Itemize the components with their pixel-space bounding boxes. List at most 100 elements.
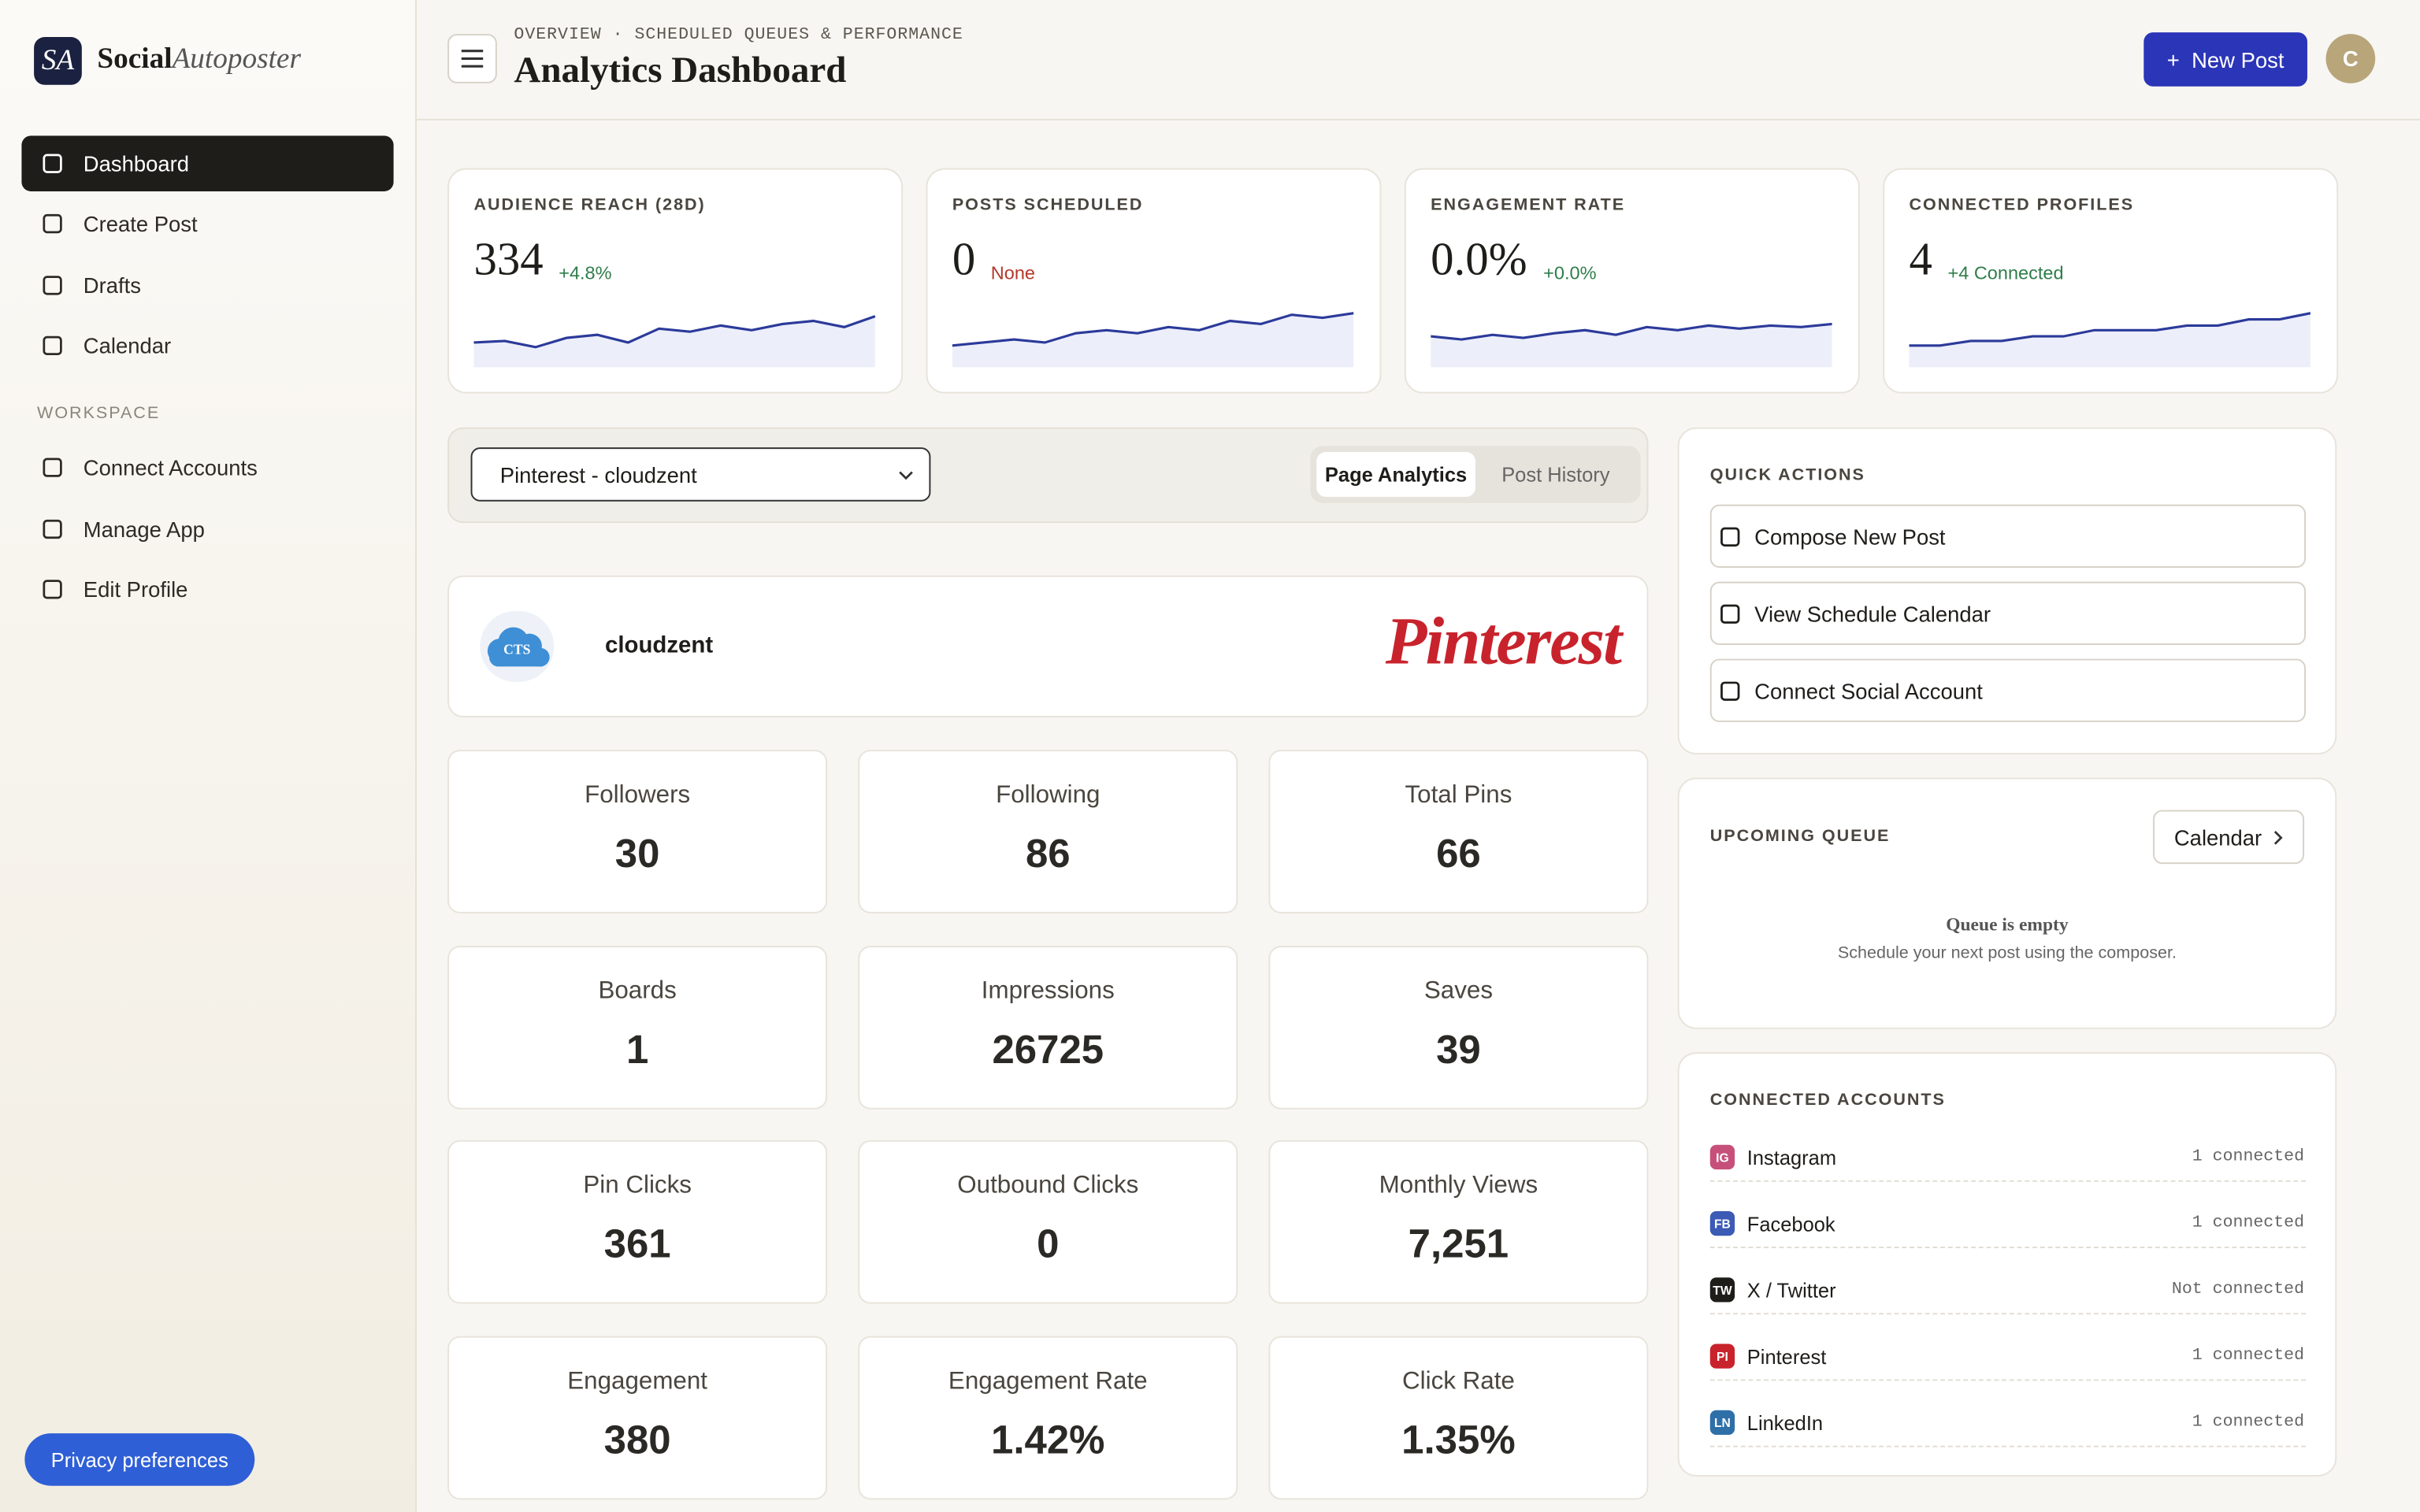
sparkline — [1431, 309, 1833, 374]
avatar-text: CTS — [503, 642, 531, 658]
kpi-label: CONNECTED PROFILES — [1909, 195, 2135, 215]
metric-label: Total Pins — [1405, 782, 1512, 809]
profile-avatar: CTS — [480, 610, 555, 682]
metric-card — [858, 945, 1238, 1109]
metric-label: Impressions — [981, 977, 1115, 1004]
account-status: 1 connected — [2192, 1214, 2305, 1233]
nav-text: Calendar — [83, 333, 172, 358]
kpi-value: 0 — [952, 234, 976, 286]
section-label: WORKSPACE — [37, 404, 161, 423]
divider — [1709, 1180, 2307, 1182]
kpi-label: ENGAGEMENT RATE — [1431, 195, 1626, 215]
metric-card — [447, 945, 828, 1109]
metric-card — [1268, 945, 1649, 1109]
metric-value: 26725 — [992, 1025, 1104, 1072]
account-select[interactable]: Pinterest - cloudzent — [470, 447, 931, 502]
nav-item[interactable]: Dashboard — [21, 135, 394, 191]
nav-item[interactable]: Manage App — [21, 502, 393, 558]
sidebar — [0, 0, 417, 1512]
nav-text: Edit Profile — [83, 576, 188, 602]
menu-button[interactable] — [447, 34, 497, 83]
nav-text: Connect Accounts — [83, 454, 258, 480]
action-text: View Schedule Calendar — [1754, 601, 1991, 626]
account-name: Instagram — [1746, 1146, 1837, 1170]
nav-text: Dashboard — [83, 151, 190, 176]
kpi-delta: +4 Connected — [1947, 262, 2064, 284]
card-title: CONNECTED ACCOUNTS — [1709, 1091, 1946, 1110]
nav-item[interactable]: Drafts — [21, 258, 393, 313]
metric-value: 7,251 — [1408, 1220, 1509, 1267]
metric-label: Engagement Rate — [948, 1367, 1148, 1395]
action-button[interactable]: Compose New Post — [1709, 504, 2307, 568]
avatar[interactable]: C — [2325, 34, 2376, 83]
action-text: Compose New Post — [1754, 524, 1946, 549]
nav-item[interactable]: Create Post — [21, 196, 393, 252]
nav-text: Drafts — [83, 272, 141, 298]
metric-label: Following — [996, 782, 1101, 809]
metric-value: 0 — [1037, 1220, 1060, 1267]
tab[interactable]: Post History — [1501, 462, 1610, 487]
sparkline — [473, 309, 876, 374]
divider — [1709, 1379, 2307, 1381]
metric-card — [1268, 1140, 1649, 1304]
action-button[interactable]: View Schedule Calendar — [1709, 581, 2307, 645]
kpi-delta: +4.8% — [559, 262, 612, 284]
metric-label: Engagement — [567, 1367, 708, 1395]
nav-text: Create Post — [83, 211, 198, 236]
sparkline — [1909, 309, 2312, 374]
kpi-label: AUDIENCE REACH (28D) — [473, 195, 706, 215]
metric-label: Outbound Clicks — [957, 1172, 1139, 1199]
kpi-label: POSTS SCHEDULED — [952, 195, 1144, 215]
account-badge: TW — [1709, 1277, 1735, 1303]
kpi-value: 0.0% — [1431, 234, 1527, 286]
nav-item[interactable]: Connect Accounts — [21, 439, 393, 495]
account-badge: IG — [1709, 1144, 1735, 1170]
brand-name: SocialAutoposter — [97, 43, 301, 77]
metric-label: Pin Clicks — [583, 1172, 692, 1199]
account-status: 1 connected — [2192, 1347, 2305, 1366]
divider — [1709, 1445, 2307, 1447]
nav-item[interactable]: Edit Profile — [21, 561, 393, 617]
privacy-button[interactable]: Privacy preferences — [24, 1433, 255, 1486]
metric-label: Monthly Views — [1379, 1172, 1538, 1199]
page-title: Analytics Dashboard — [514, 50, 847, 91]
account-badge: FB — [1709, 1210, 1735, 1236]
account-status: 1 connected — [2192, 1147, 2305, 1167]
account-name: Pinterest — [1746, 1345, 1827, 1369]
kpi-delta: +0.0% — [1543, 262, 1597, 284]
calendar-button[interactable]: Calendar — [2153, 810, 2305, 865]
profile-card — [447, 575, 1649, 718]
divider — [1709, 1247, 2307, 1248]
metric-card — [858, 1140, 1238, 1304]
platform-logo: Pinterest — [1385, 603, 1622, 680]
account-status: Not connected — [2171, 1280, 2305, 1299]
brand-text: Social — [97, 43, 173, 76]
metric-value: 361 — [603, 1220, 671, 1267]
metric-value: 380 — [603, 1415, 671, 1462]
account-name: LinkedIn — [1746, 1411, 1824, 1436]
metric-card — [447, 1140, 828, 1304]
tab-active[interactable]: Page Analytics — [1316, 452, 1475, 497]
accounts-card — [1677, 1052, 2337, 1477]
new-post-button[interactable]: + New Post — [2143, 32, 2307, 87]
divider — [1709, 1313, 2307, 1315]
empty-title: Queue is empty — [1946, 913, 2069, 936]
nav-item[interactable]: Calendar — [21, 318, 393, 374]
metric-label: Click Rate — [1402, 1367, 1515, 1395]
account-badge: PI — [1709, 1343, 1735, 1369]
account-name: X / Twitter — [1746, 1279, 1836, 1303]
nav-text: Manage App — [83, 517, 205, 542]
account-status: 1 connected — [2192, 1413, 2305, 1432]
profile-name: cloudzent — [605, 632, 714, 659]
metric-card — [447, 750, 828, 914]
metric-label: Boards — [598, 977, 677, 1004]
action-text: Connect Social Account — [1754, 678, 1983, 703]
metric-value: 39 — [1436, 1025, 1481, 1072]
action-button[interactable]: Connect Social Account — [1709, 658, 2307, 722]
kpi-value: 334 — [473, 234, 544, 286]
empty-text: Schedule your next post using the compos… — [1837, 944, 2177, 963]
card-title: UPCOMING QUEUE — [1709, 827, 1891, 846]
new-post-text: New Post — [2192, 46, 2285, 72]
metric-value: 1 — [625, 1025, 649, 1072]
